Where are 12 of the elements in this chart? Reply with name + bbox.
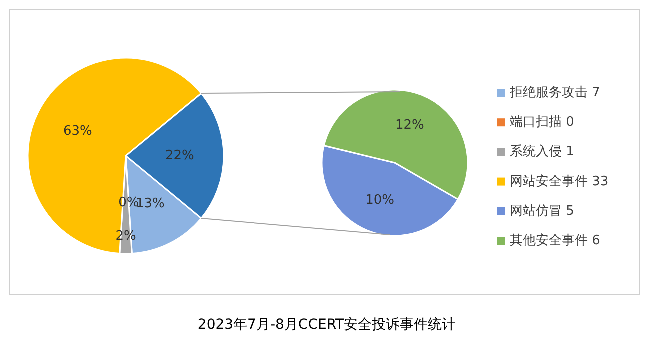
legend-label: 系统入侵 1 — [510, 144, 574, 160]
legend-label: 拒绝服务攻击 7 — [509, 86, 600, 100]
data-label: 10% — [366, 192, 395, 208]
text: 2023年7月-8月CCERT安全投诉事件统计 — [198, 317, 456, 333]
data-label: 63% — [64, 124, 92, 140]
legend-label: 网站安全事件 33 — [510, 173, 609, 190]
data-label: 12% — [395, 118, 424, 134]
legend-label: 其他安全事件 6 — [510, 232, 600, 248]
legend-label: 网站仿冒 5 — [510, 204, 574, 219]
data-label: 13% — [136, 196, 165, 212]
legend-label: 端口扫描 0 — [510, 115, 574, 130]
data-label: 22% — [165, 148, 194, 164]
